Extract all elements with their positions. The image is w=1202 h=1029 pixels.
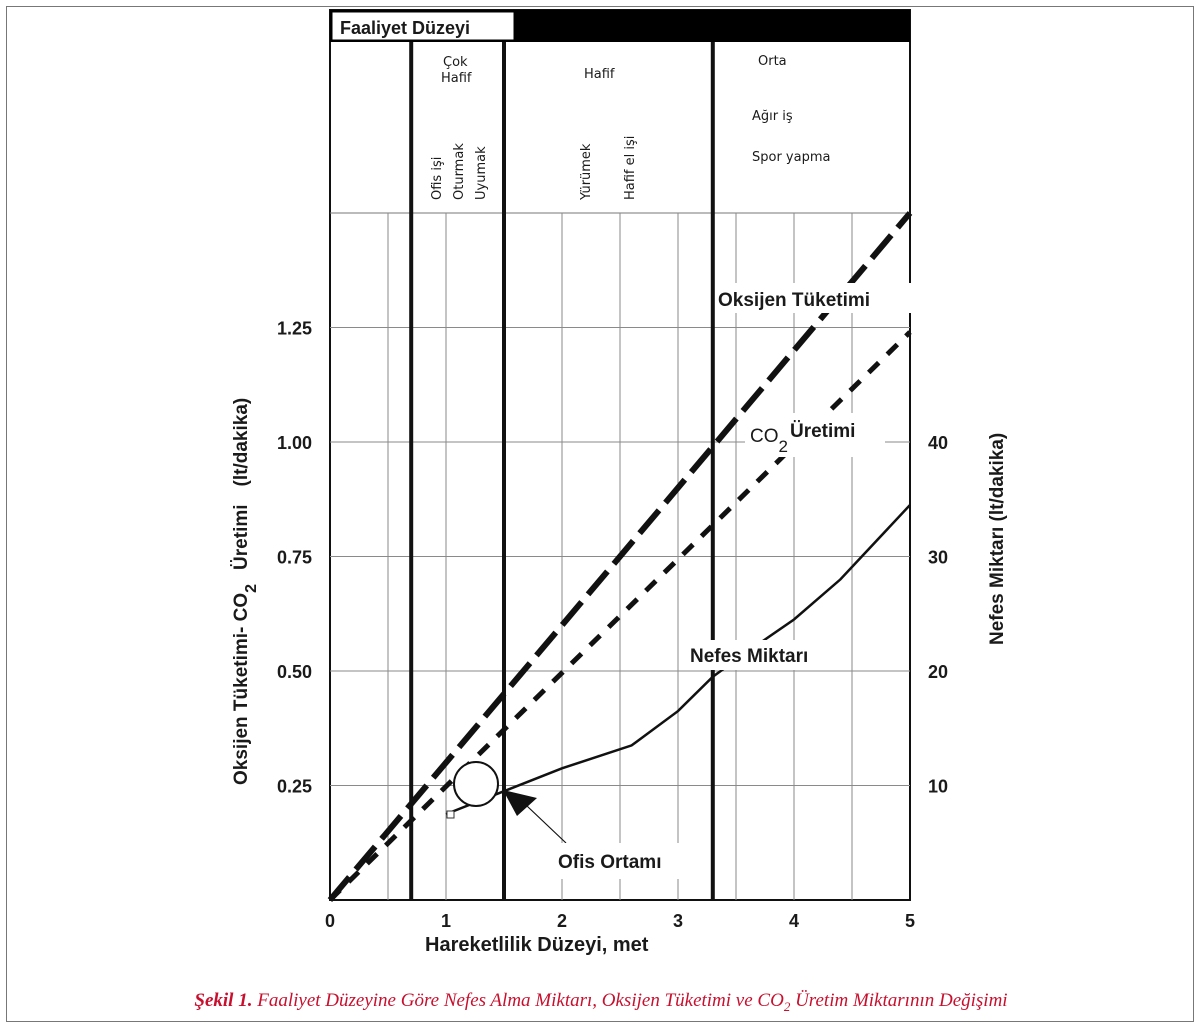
y-left-title-unit: (lt/dakika) [231, 398, 252, 487]
figure-frame [6, 6, 1194, 1022]
level-label-hafif-1: Hafif [441, 71, 472, 86]
x-axis-title: Hareketlilik Düzeyi, met [425, 934, 649, 956]
activity-uyumak: Uyumak [474, 146, 489, 200]
y-left-title-a: Oksijen Tüketimi- CO [231, 593, 252, 785]
activity-labels: Çok Hafif Hafif Orta Ağır iş Spor yapma … [430, 54, 830, 201]
co2-label-sub: 2 [779, 437, 788, 456]
nefes-label-bg [686, 640, 838, 670]
activity-hafif-el-isi: Hafif el işi [623, 136, 638, 200]
caption-text-a: Faaliyet Düzeyine Göre Nefes Alma Miktar… [257, 990, 784, 1011]
co2-label-co: CO [750, 426, 779, 447]
office-marker-arrow [503, 790, 537, 816]
x-tick-label: 0 [325, 911, 335, 931]
activity-ofis-isi: Ofis işi [430, 157, 445, 200]
y-right-tick-label: 40 [928, 433, 948, 453]
header-title-box [331, 11, 515, 41]
activity-oturmak: Oturmak [452, 143, 467, 200]
caption-text-b: Üretim Miktarının Değişimi [790, 990, 1008, 1011]
x-tick-label: 4 [789, 911, 799, 931]
y-right-tick-label: 20 [928, 662, 948, 682]
annotation-ofis-ortami: Ofis Ortamı [558, 852, 661, 873]
y-left-axis-title: Oksijen Tüketimi- CO2 Üretimi (lt/dakika) [231, 398, 260, 785]
activity-agir-is: Ağır iş [752, 109, 793, 124]
y-left-title-sub: 2 [243, 584, 260, 593]
y-left-tick-label: 0.25 [277, 777, 312, 797]
activity-spor-yapma: Spor yapma [752, 150, 830, 165]
level-label-hafif: Hafif [584, 67, 615, 82]
office-label-bg [550, 843, 688, 879]
co2-label-bg [745, 413, 885, 457]
office-marker-circle [453, 761, 499, 807]
o2-label-bg [716, 283, 918, 313]
y-left-tick-label: 1.00 [277, 433, 312, 453]
tick-labels: 0 1 2 3 4 5 0.25 0.50 0.75 1.00 1.25 10 20 30 40 [277, 319, 948, 932]
series-label-oksijen: Oksijen Tüketimi [718, 290, 870, 311]
y-left-title-b: Üretimi [231, 504, 252, 569]
y-left-tick-label: 0.75 [277, 548, 312, 568]
series-label-nefes: Nefes Miktarı [690, 646, 808, 667]
series-line-nefes [445, 504, 911, 816]
level-boundaries [409, 42, 715, 900]
activity-yurumek: Yürümek [579, 143, 594, 201]
y-left-tick-label: 1.25 [277, 319, 312, 339]
series-line-oksijen [327, 211, 913, 902]
caption-sub: 2 [783, 998, 791, 1014]
x-tick-label: 5 [905, 911, 915, 931]
x-tick-label: 1 [441, 911, 451, 931]
x-tick-label: 2 [557, 911, 567, 931]
co2-label-b: Üretimi [790, 421, 855, 442]
y-right-tick-label: 30 [928, 548, 948, 568]
caption-label: Şekil 1. [194, 990, 253, 1011]
level-label-cok: Çok [443, 55, 468, 70]
office-marker-square [446, 810, 455, 819]
y-right-axis-title: Nefes Miktarı (lt/dakika) [987, 433, 1008, 645]
header-title: Faaliyet Düzeyi [340, 18, 470, 38]
figure-caption: Şekil 1. Faaliyet Düzeyine Göre Nefes Al… [0, 990, 1202, 1015]
y-right-tick-label: 10 [928, 777, 948, 797]
office-pointer-line [526, 805, 567, 844]
level-label-orta: Orta [758, 54, 787, 69]
y-left-tick-label: 0.50 [277, 662, 312, 682]
series-label-co2: CO2Üretimi [750, 421, 855, 456]
x-tick-label: 3 [673, 911, 683, 931]
